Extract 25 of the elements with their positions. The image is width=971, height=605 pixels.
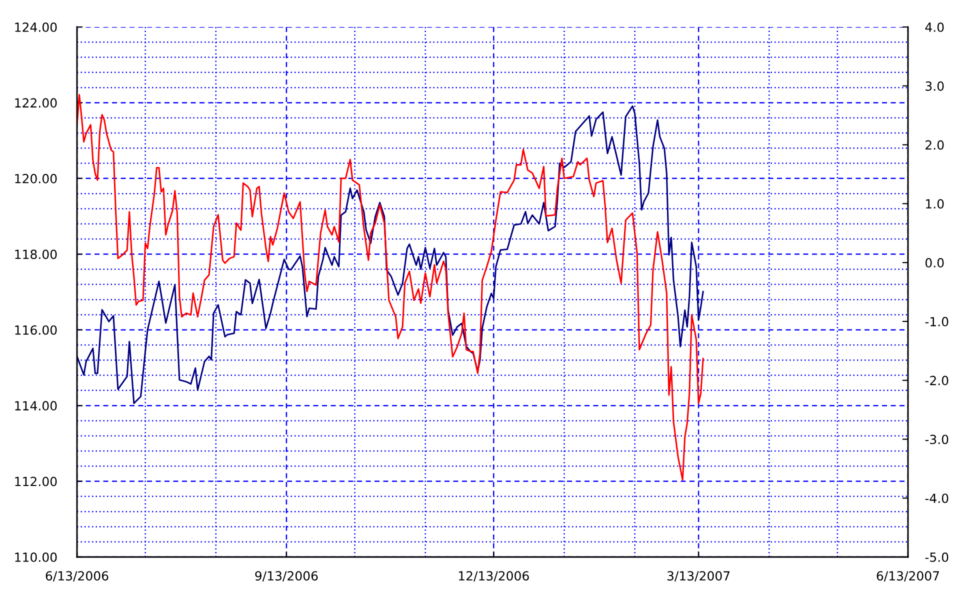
y-tick-label: 118.00 xyxy=(15,250,57,260)
y-tick-label: 112.00 xyxy=(15,476,57,486)
x-tick-label: 6/13/2006 xyxy=(46,571,108,582)
y2-tick-label: 3.0 xyxy=(926,81,944,91)
line-series xyxy=(77,105,704,404)
y2-tick-label: -2.0 xyxy=(925,376,948,386)
y-tick-label: 124.00 xyxy=(15,22,57,32)
y2-tick-label: -5.0 xyxy=(925,552,948,562)
y-tick-label: 114.00 xyxy=(15,401,57,410)
y2-tick-label: -3.0 xyxy=(925,434,948,444)
y-tick-label: 122.00 xyxy=(15,98,57,108)
y2-tick-label: -1.0 xyxy=(925,316,948,326)
x-tick-label: 9/13/2006 xyxy=(255,571,318,582)
y2-tick-label: 4.0 xyxy=(925,22,944,32)
x-tick-label: 6/13/2007 xyxy=(876,571,939,582)
y2-tick-label: 1.0 xyxy=(926,199,944,209)
y-tick-label: 110.00 xyxy=(15,552,57,562)
y2-tick-label: -4.0 xyxy=(925,494,948,504)
y-tick-label: 120.00 xyxy=(15,174,57,184)
x-tick-label: 12/13/2006 xyxy=(458,571,529,582)
y2-tick-label: 2.0 xyxy=(926,140,944,150)
y-tick-label: 116.00 xyxy=(15,325,57,335)
x-tick-label: 3/13/2007 xyxy=(667,571,730,582)
y2-tick-label: 0.0 xyxy=(925,258,944,268)
line-series xyxy=(77,94,704,481)
